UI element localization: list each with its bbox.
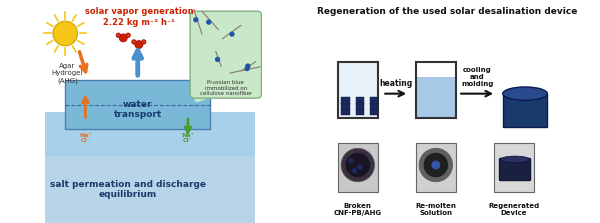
Text: solar vapor generation: solar vapor generation (85, 7, 193, 16)
Text: Regenerated
Device: Regenerated Device (488, 203, 539, 216)
FancyBboxPatch shape (341, 109, 350, 115)
FancyArrowPatch shape (197, 95, 210, 99)
Circle shape (126, 33, 130, 37)
Circle shape (431, 161, 440, 169)
FancyBboxPatch shape (503, 94, 547, 127)
Text: Na⁺
Cl⁻: Na⁺ Cl⁻ (79, 133, 92, 143)
Circle shape (132, 40, 136, 44)
Circle shape (116, 33, 121, 37)
Circle shape (341, 148, 374, 182)
FancyBboxPatch shape (499, 158, 530, 181)
Circle shape (346, 153, 370, 177)
FancyBboxPatch shape (356, 109, 364, 115)
Text: Agar
Hydrogel
(AHG): Agar Hydrogel (AHG) (52, 63, 83, 84)
Text: Regeneration of the used solar desalination device: Regeneration of the used solar desalinat… (317, 7, 577, 16)
Text: Prussian blue
immobilized on
cellulose nanofiber: Prussian blue immobilized on cellulose n… (200, 80, 252, 96)
FancyBboxPatch shape (338, 143, 378, 192)
FancyBboxPatch shape (356, 97, 364, 104)
Circle shape (53, 21, 77, 46)
Circle shape (419, 148, 452, 182)
FancyBboxPatch shape (370, 97, 379, 104)
Circle shape (349, 158, 354, 163)
FancyBboxPatch shape (45, 156, 255, 223)
FancyBboxPatch shape (494, 143, 534, 192)
Circle shape (352, 168, 357, 173)
Text: Broken
CNF-PB/AHG: Broken CNF-PB/AHG (334, 203, 382, 216)
FancyBboxPatch shape (190, 11, 262, 98)
FancyBboxPatch shape (370, 103, 379, 109)
Text: heating: heating (379, 79, 412, 88)
Text: water
transport: water transport (113, 100, 162, 119)
Circle shape (229, 31, 235, 37)
Circle shape (424, 153, 448, 177)
Circle shape (119, 34, 127, 42)
Text: Na⁺
Cl⁻: Na⁺ Cl⁻ (182, 133, 194, 143)
Ellipse shape (500, 156, 530, 163)
Circle shape (206, 19, 211, 25)
Text: 2.22 kg m⁻² h⁻¹: 2.22 kg m⁻² h⁻¹ (103, 18, 175, 27)
Circle shape (193, 17, 199, 23)
Circle shape (244, 66, 250, 71)
FancyBboxPatch shape (416, 143, 456, 192)
FancyBboxPatch shape (417, 77, 455, 117)
FancyBboxPatch shape (341, 97, 350, 104)
FancyBboxPatch shape (356, 103, 364, 109)
FancyBboxPatch shape (45, 112, 255, 223)
Circle shape (215, 57, 220, 62)
Text: salt permeation and discharge
equilibrium: salt permeation and discharge equilibriu… (50, 180, 206, 199)
Circle shape (245, 63, 251, 69)
FancyBboxPatch shape (65, 80, 210, 129)
FancyBboxPatch shape (370, 109, 379, 115)
Text: Re-molten
Solution: Re-molten Solution (415, 203, 456, 216)
Circle shape (142, 40, 146, 44)
FancyBboxPatch shape (338, 62, 378, 118)
FancyBboxPatch shape (341, 103, 350, 109)
Ellipse shape (503, 87, 547, 100)
Circle shape (358, 165, 363, 170)
Text: cooling
and
molding: cooling and molding (461, 67, 493, 87)
Circle shape (135, 41, 143, 49)
